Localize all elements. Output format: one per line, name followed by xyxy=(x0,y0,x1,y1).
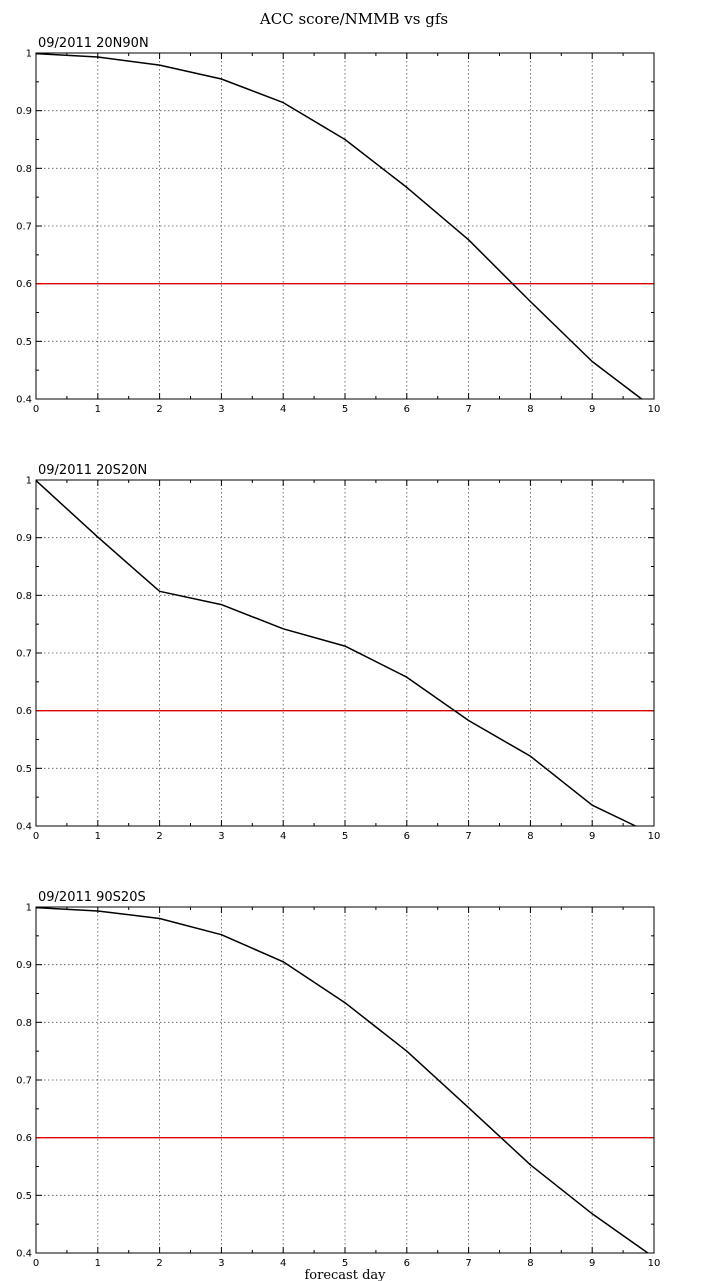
acc-series-line-20n90n xyxy=(35,52,643,400)
panel-20n90n: 09/2011 20N90N 0 1 2 3 4 5 6 7 8 9 10 0.4 0.5 0.6 0.7 0.… xyxy=(16,36,660,415)
x-tick-label: 1 xyxy=(95,1258,101,1269)
y-tick-label: 0.5 xyxy=(16,337,32,348)
x-tick-label: 2 xyxy=(156,404,162,415)
panel-title-90s20s: 09/2011 90S20S xyxy=(38,890,146,905)
y-tick-label: 0.8 xyxy=(16,164,32,175)
x-tick-label: 9 xyxy=(589,404,595,415)
x-tick-label: 5 xyxy=(342,1258,348,1269)
x-tick-label: 4 xyxy=(280,404,286,415)
x-tick-label: 0 xyxy=(33,831,39,842)
y-tick-label: 0.4 xyxy=(16,822,32,833)
acc-series-line-90s20s xyxy=(35,906,649,1254)
x-tick-label: 4 xyxy=(280,831,286,842)
x-tick-label: 2 xyxy=(156,831,162,842)
y-tick-label: 0.5 xyxy=(16,764,32,775)
y-tick-label: 0.4 xyxy=(16,1249,32,1260)
x-tick-label: 9 xyxy=(589,831,595,842)
y-tick-label: 0.6 xyxy=(16,1133,32,1144)
figure-title: ACC score/NMMB vs gfs xyxy=(259,10,448,28)
x-tick-label: 0 xyxy=(33,1258,39,1269)
x-tick-label: 5 xyxy=(342,404,348,415)
x-tick-label: 7 xyxy=(465,1258,471,1269)
y-tick-label: 0.9 xyxy=(16,960,32,971)
x-tick-label: 6 xyxy=(404,404,410,415)
x-tick-label: 1 xyxy=(95,831,101,842)
x-tick-label: 5 xyxy=(342,831,348,842)
x-tick-label: 10 xyxy=(648,831,661,842)
x-tick-label: 0 xyxy=(33,404,39,415)
panel-title-20s20n: 09/2011 20S20N xyxy=(38,463,147,478)
y-tick-label: 0.7 xyxy=(16,1076,32,1087)
x-tick-label: 9 xyxy=(589,1258,595,1269)
x-tick-label: 10 xyxy=(648,1258,661,1269)
plot-frame-20s20n xyxy=(35,479,655,827)
y-tick-label: 0.6 xyxy=(16,706,32,717)
x-axis-label: forecast day xyxy=(304,1268,386,1281)
x-tick-label: 10 xyxy=(648,404,661,415)
x-tick-label: 3 xyxy=(218,404,224,415)
x-tick-label: 4 xyxy=(280,1258,286,1269)
x-tick-label: 7 xyxy=(465,831,471,842)
y-tick-label: 0.9 xyxy=(16,533,32,544)
panel-20s20n: 09/2011 20S20N 0 1 2 3 4 5 6 7 8 9 10 0.4 0.5 0.6 0.7 0.… xyxy=(16,463,660,842)
plot-frame-20n90n xyxy=(35,52,655,400)
x-tick-label: 7 xyxy=(465,404,471,415)
x-tick-label: 8 xyxy=(527,831,533,842)
x-tick-label: 2 xyxy=(156,1258,162,1269)
x-tick-label: 6 xyxy=(404,1258,410,1269)
y-tick-label: 1 xyxy=(26,903,32,914)
y-tick-label: 0.9 xyxy=(16,106,32,117)
y-tick-label: 0.7 xyxy=(16,222,32,233)
y-tick-label: 0.8 xyxy=(16,591,32,602)
y-tick-label: 1 xyxy=(26,476,32,487)
y-tick-label: 1 xyxy=(26,49,32,60)
x-tick-label: 8 xyxy=(527,1258,533,1269)
x-tick-label: 3 xyxy=(218,831,224,842)
x-tick-label: 6 xyxy=(404,831,410,842)
plot-frame-90s20s xyxy=(35,906,655,1254)
y-tick-label: 0.6 xyxy=(16,279,32,290)
y-tick-label: 0.7 xyxy=(16,649,32,660)
y-tick-label: 0.8 xyxy=(16,1018,32,1029)
y-tick-label: 0.5 xyxy=(16,1191,32,1202)
y-tick-label: 0.4 xyxy=(16,395,32,406)
x-tick-label: 8 xyxy=(527,404,533,415)
acc-series-line-20s20n xyxy=(35,480,636,827)
x-tick-label: 3 xyxy=(218,1258,224,1269)
panel-90s20s: 09/2011 90S20S 0 1 2 3 4 5 6 7 8 9 10 0.4 0.5 0.6 0.7 0.… xyxy=(16,890,660,1269)
x-tick-label: 1 xyxy=(95,404,101,415)
panel-title-20n90n: 09/2011 20N90N xyxy=(38,36,149,51)
